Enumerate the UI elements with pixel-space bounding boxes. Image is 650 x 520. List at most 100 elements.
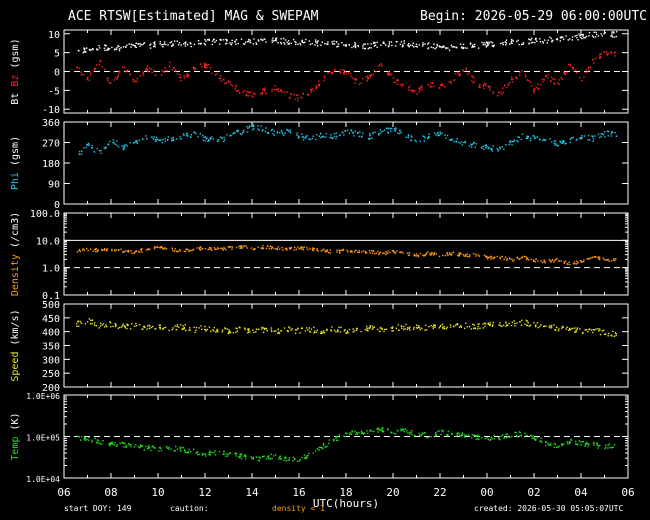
data-point-speed bbox=[465, 322, 467, 324]
data-point-bt bbox=[551, 41, 553, 43]
data-point-bt bbox=[302, 42, 305, 44]
data-point-density bbox=[163, 248, 166, 250]
data-point-phi bbox=[606, 130, 609, 132]
data-point-phi bbox=[562, 141, 564, 143]
data-point-density bbox=[78, 249, 81, 251]
data-point-bt bbox=[466, 47, 468, 49]
data-point-bt bbox=[116, 46, 118, 49]
data-point-phi bbox=[187, 135, 189, 137]
data-point-density bbox=[183, 250, 186, 253]
data-point-phi bbox=[369, 135, 371, 137]
y-axis-label-part: (K) bbox=[10, 412, 21, 436]
data-point-speed bbox=[424, 324, 427, 327]
data-point-speed bbox=[539, 325, 541, 328]
data-point-bz bbox=[465, 67, 467, 69]
data-point-speed bbox=[366, 325, 368, 328]
data-point-bt bbox=[388, 41, 391, 43]
data-point-density bbox=[133, 251, 136, 254]
data-point-bz bbox=[377, 65, 380, 67]
data-point-bz bbox=[222, 79, 224, 81]
data-point-bt bbox=[165, 43, 167, 46]
data-point-bt bbox=[255, 42, 257, 44]
data-point-speed bbox=[514, 325, 516, 327]
data-point-speed bbox=[247, 332, 249, 334]
data-point-temp bbox=[149, 447, 151, 449]
data-point-speed bbox=[602, 329, 605, 331]
data-point-bt bbox=[574, 35, 576, 37]
data-point-speed bbox=[392, 330, 394, 332]
data-point-density bbox=[185, 248, 187, 250]
data-point-bz bbox=[169, 61, 171, 64]
data-point-bz bbox=[80, 71, 82, 73]
data-point-temp bbox=[406, 430, 408, 432]
data-point-bz bbox=[220, 75, 222, 77]
data-point-bz bbox=[211, 72, 213, 74]
data-point-temp bbox=[80, 439, 82, 441]
data-point-speed bbox=[595, 328, 597, 330]
data-point-phi bbox=[474, 146, 476, 148]
data-point-bz bbox=[227, 80, 229, 82]
data-point-temp bbox=[592, 442, 595, 444]
data-point-speed bbox=[364, 328, 367, 331]
data-point-bt bbox=[284, 39, 287, 41]
data-point-bt bbox=[351, 46, 353, 49]
data-point-bt bbox=[522, 42, 525, 44]
data-point-temp bbox=[147, 445, 150, 447]
data-point-bt bbox=[82, 52, 84, 54]
data-point-temp bbox=[240, 453, 243, 455]
data-point-speed bbox=[473, 324, 475, 326]
x-tick-label: 12 bbox=[198, 486, 211, 499]
data-point-speed bbox=[193, 326, 195, 329]
data-point-speed bbox=[146, 325, 149, 327]
data-point-density bbox=[475, 255, 477, 257]
data-point-temp bbox=[292, 460, 294, 462]
data-point-temp bbox=[179, 446, 181, 448]
data-point-phi bbox=[116, 144, 118, 146]
data-point-phi bbox=[410, 139, 412, 142]
data-point-phi bbox=[164, 138, 166, 140]
data-point-phi bbox=[411, 136, 413, 138]
data-point-density bbox=[200, 248, 203, 250]
data-point-bz bbox=[441, 84, 443, 86]
data-point-bt bbox=[588, 32, 591, 34]
data-point-speed bbox=[510, 324, 513, 327]
data-point-bt bbox=[149, 44, 151, 46]
data-point-density bbox=[527, 259, 530, 261]
data-point-phi bbox=[98, 150, 101, 152]
data-point-speed bbox=[159, 328, 161, 330]
data-point-bt bbox=[301, 39, 304, 42]
data-point-temp bbox=[524, 432, 526, 435]
data-point-temp bbox=[568, 442, 571, 445]
data-point-density bbox=[81, 249, 84, 251]
data-point-temp bbox=[369, 430, 372, 432]
data-point-density bbox=[544, 262, 546, 264]
data-point-temp bbox=[183, 449, 186, 451]
data-point-bz bbox=[83, 74, 85, 76]
data-point-bt bbox=[511, 39, 513, 41]
data-point-speed bbox=[308, 330, 311, 332]
data-point-density bbox=[525, 256, 527, 258]
data-point-bz bbox=[227, 81, 230, 83]
data-point-phi bbox=[158, 139, 160, 141]
data-point-bz bbox=[599, 56, 601, 58]
data-point-density bbox=[153, 247, 156, 250]
data-point-phi bbox=[248, 126, 250, 128]
data-point-speed bbox=[183, 328, 185, 330]
data-point-bz bbox=[234, 86, 237, 88]
data-point-speed bbox=[384, 328, 386, 331]
data-point-bt bbox=[387, 46, 390, 48]
data-point-speed bbox=[432, 326, 434, 328]
data-point-temp bbox=[158, 450, 160, 452]
data-point-phi bbox=[394, 129, 396, 131]
data-point-speed bbox=[224, 327, 226, 329]
data-point-bz bbox=[606, 53, 608, 55]
data-point-bz bbox=[246, 93, 248, 96]
data-point-density bbox=[485, 256, 487, 258]
data-point-speed bbox=[585, 329, 588, 331]
data-point-bz bbox=[188, 75, 190, 77]
data-point-speed bbox=[297, 327, 299, 330]
data-point-temp bbox=[447, 435, 449, 437]
data-point-density bbox=[216, 248, 218, 250]
data-point-phi bbox=[85, 146, 87, 149]
data-point-temp bbox=[457, 432, 459, 434]
